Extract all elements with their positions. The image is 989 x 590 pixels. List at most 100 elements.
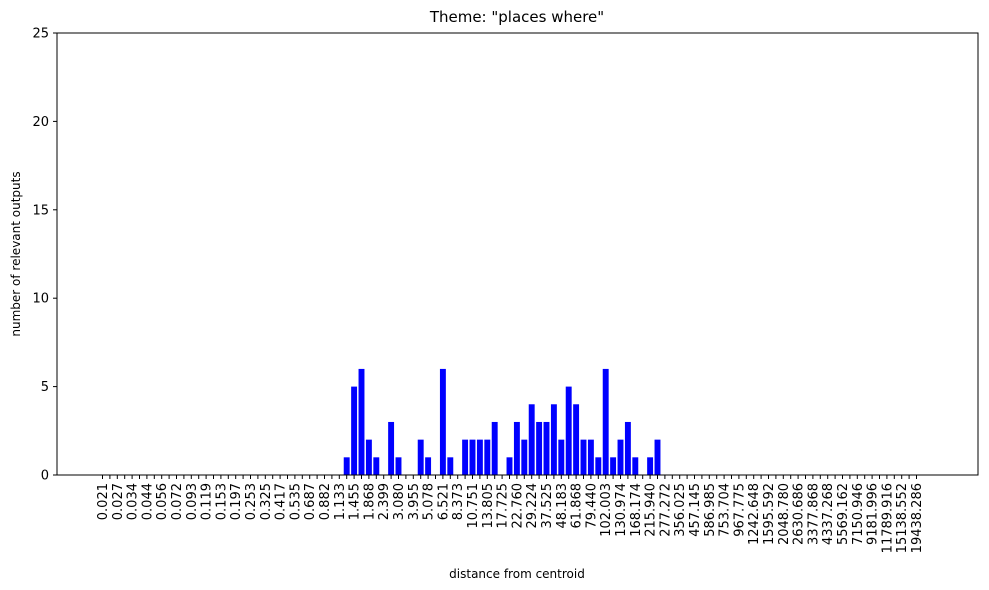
bar-6.521 <box>439 368 446 475</box>
x-axis: 0.021 0.027 0.034 0.044 0.056 0.072 0.093 0.119… <box>96 475 925 553</box>
x-tick-label: 0.325 <box>259 483 274 520</box>
x-tick-label: 130.974 <box>614 483 629 537</box>
x-tick-label: 17.725 <box>496 483 511 529</box>
x-tick-label: 8.373 <box>451 483 466 520</box>
bar-25.790 <box>521 439 528 475</box>
x-tick-label: 1595.592 <box>762 483 777 545</box>
x-tick-label: 3.080 <box>392 483 407 520</box>
x-tick-label: 2.399 <box>377 483 392 520</box>
x-tick-label: 3.955 <box>407 483 422 520</box>
bar-79.440 <box>587 439 594 475</box>
x-tick-label: 7150.946 <box>851 483 866 545</box>
x-axis-label: distance from centroid <box>449 567 585 581</box>
bar-33.115 <box>536 421 543 475</box>
x-tick-label: 0.253 <box>244 483 259 520</box>
x-tick-label: 11789.916 <box>880 483 895 553</box>
x-tick-label: 0.197 <box>229 483 244 520</box>
bar-1.455 <box>351 386 358 475</box>
bar-22.760 <box>513 421 520 475</box>
x-tick-label: 277.272 <box>658 483 673 537</box>
bar-37.525 <box>543 421 550 475</box>
bar-5.078 <box>425 457 432 475</box>
x-tick-label: 1242.648 <box>747 483 762 545</box>
bar-148.413 <box>624 421 631 475</box>
bar-9.488 <box>462 439 469 475</box>
bar-1.649 <box>358 368 365 475</box>
x-tick-label: 1.133 <box>333 483 348 520</box>
x-tick-label: 79.440 <box>584 483 599 529</box>
bar-10.751 <box>469 439 476 475</box>
bar-13.805 <box>484 439 491 475</box>
x-tick-label: 48.183 <box>555 483 570 529</box>
x-tick-label: 0.417 <box>274 483 289 520</box>
x-tick-label: 2630.686 <box>792 483 807 545</box>
bar-215.940 <box>647 457 654 475</box>
x-tick-label: 586.985 <box>703 483 718 537</box>
x-tick-label: 0.535 <box>288 483 303 520</box>
bar-102.003 <box>602 368 609 475</box>
x-tick-label: 356.025 <box>673 483 688 537</box>
y-tick-label: 15 <box>32 203 49 218</box>
x-tick-label: 29.224 <box>525 483 540 529</box>
x-tick-label: 0.044 <box>140 483 155 520</box>
x-tick-label: 4337.268 <box>821 483 836 545</box>
x-tick-label: 0.882 <box>318 483 333 520</box>
bar-1.868 <box>365 439 372 475</box>
x-tick-label: 0.056 <box>155 483 170 520</box>
bar-244.692 <box>654 439 661 475</box>
bar-61.868 <box>573 404 580 475</box>
x-tick-label: 37.525 <box>540 483 555 529</box>
bar-70.105 <box>580 439 587 475</box>
x-tick-label: 61.868 <box>570 483 585 529</box>
bar-90.017 <box>595 457 602 475</box>
bar-54.598 <box>565 386 572 475</box>
bar-1.284 <box>343 457 350 475</box>
bar-20.086 <box>506 457 513 475</box>
bars-group <box>343 368 661 475</box>
y-tick-label: 10 <box>32 292 49 307</box>
x-tick-label: 1.868 <box>362 483 377 520</box>
x-tick-label: 15138.552 <box>895 483 910 553</box>
bar-2.117 <box>373 457 380 475</box>
x-tick-label: 10.751 <box>466 483 481 529</box>
x-tick-label: 3377.868 <box>806 483 821 545</box>
x-tick-label: 0.021 <box>96 483 111 520</box>
bar-115.584 <box>610 457 617 475</box>
x-tick-label: 753.704 <box>718 483 733 537</box>
x-tick-label: 22.760 <box>510 483 525 529</box>
x-tick-label: 6.521 <box>436 483 451 520</box>
x-tick-label: 9181.996 <box>866 483 881 545</box>
y-tick-label: 0 <box>41 469 49 484</box>
bar-130.974 <box>617 439 624 475</box>
x-tick-label: 967.775 <box>732 483 747 537</box>
x-tick-label: 1.455 <box>348 483 363 520</box>
bar-2.718 <box>388 421 395 475</box>
bar-3.080 <box>395 457 402 475</box>
x-tick-label: 19438.286 <box>910 483 925 553</box>
x-tick-label: 215.940 <box>644 483 659 537</box>
x-tick-label: 5.078 <box>422 483 437 520</box>
bar-168.174 <box>632 457 639 475</box>
x-tick-label: 0.027 <box>111 483 126 520</box>
x-tick-label: 102.003 <box>599 483 614 537</box>
x-tick-label: 0.153 <box>214 483 229 520</box>
y-tick-label: 5 <box>41 380 49 395</box>
bar-12.183 <box>476 439 483 475</box>
x-tick-label: 0.072 <box>170 483 185 520</box>
y-tick-label: 20 <box>32 115 49 130</box>
bar-7.389 <box>447 457 454 475</box>
x-tick-label: 0.119 <box>200 483 215 520</box>
bar-48.183 <box>558 439 565 475</box>
x-tick-label: 0.687 <box>303 483 318 520</box>
x-tick-label: 457.145 <box>688 483 703 537</box>
bar-42.521 <box>550 404 557 475</box>
y-axis: 0 5 10 15 20 25 <box>32 27 57 484</box>
bar-29.224 <box>528 404 535 475</box>
x-tick-label: 5569.162 <box>836 483 851 545</box>
y-axis-label: number of relevant outputs <box>9 171 23 336</box>
plot-frame <box>56 32 979 476</box>
x-tick-label: 168.174 <box>629 483 644 537</box>
chart-title: Theme: "places where" <box>429 8 604 26</box>
y-tick-label: 25 <box>32 27 49 42</box>
